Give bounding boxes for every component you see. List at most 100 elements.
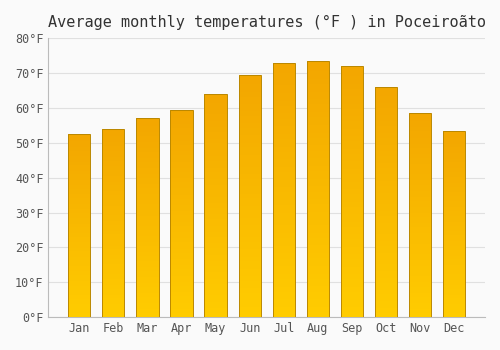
Bar — [306, 274, 329, 276]
Bar — [170, 290, 192, 292]
Bar — [272, 121, 295, 124]
Bar — [409, 221, 431, 223]
Bar — [341, 69, 363, 71]
Bar — [375, 262, 397, 264]
Bar — [375, 250, 397, 253]
Bar — [68, 147, 90, 149]
Bar — [238, 276, 260, 278]
Bar — [272, 111, 295, 113]
Bar — [272, 243, 295, 246]
Bar — [238, 152, 260, 155]
Bar — [204, 174, 227, 176]
Bar — [68, 277, 90, 279]
Bar — [238, 288, 260, 290]
Bar — [102, 253, 124, 255]
Bar — [238, 123, 260, 126]
Bar — [306, 181, 329, 184]
Bar — [102, 249, 124, 251]
Bar — [272, 241, 295, 243]
Bar — [341, 262, 363, 264]
Bar — [238, 126, 260, 128]
Bar — [375, 271, 397, 273]
Bar — [306, 297, 329, 299]
Bar — [238, 135, 260, 138]
Bar — [306, 61, 329, 63]
Bar — [272, 287, 295, 289]
Bar — [136, 218, 158, 220]
Bar — [68, 299, 90, 301]
Bar — [341, 279, 363, 282]
Bar — [306, 179, 329, 181]
Bar — [136, 252, 158, 253]
Bar — [170, 315, 192, 317]
Bar — [443, 272, 465, 274]
Bar — [341, 264, 363, 267]
Bar — [102, 262, 124, 264]
Bar — [443, 315, 465, 317]
Bar — [170, 243, 192, 245]
Bar — [272, 233, 295, 236]
Bar — [68, 143, 90, 145]
Bar — [170, 270, 192, 272]
Bar — [102, 142, 124, 144]
Bar — [170, 172, 192, 174]
Bar — [272, 157, 295, 159]
Bar — [443, 203, 465, 205]
Bar — [170, 187, 192, 189]
Bar — [443, 237, 465, 239]
Bar — [409, 262, 431, 264]
Bar — [341, 91, 363, 94]
Bar — [170, 174, 192, 176]
Bar — [68, 246, 90, 247]
Bar — [306, 150, 329, 153]
Bar — [341, 94, 363, 96]
Bar — [341, 79, 363, 81]
Bar — [170, 180, 192, 182]
Bar — [238, 155, 260, 157]
Bar — [102, 276, 124, 278]
Bar — [272, 177, 295, 180]
Bar — [204, 199, 227, 201]
Bar — [136, 271, 158, 273]
Bar — [341, 71, 363, 74]
Bar — [409, 138, 431, 140]
Bar — [409, 297, 431, 299]
Bar — [170, 311, 192, 313]
Bar — [68, 163, 90, 165]
Bar — [443, 299, 465, 300]
Bar — [102, 129, 124, 317]
Bar — [204, 219, 227, 221]
Bar — [204, 96, 227, 98]
Bar — [409, 191, 431, 193]
Bar — [238, 75, 260, 77]
Bar — [409, 205, 431, 207]
Bar — [341, 191, 363, 194]
Bar — [102, 131, 124, 133]
Bar — [238, 237, 260, 239]
Bar — [68, 134, 90, 317]
Bar — [102, 242, 124, 244]
Bar — [170, 276, 192, 278]
Bar — [204, 110, 227, 112]
Bar — [102, 148, 124, 149]
Bar — [238, 133, 260, 135]
Bar — [204, 255, 227, 257]
Bar — [341, 307, 363, 310]
Bar — [341, 244, 363, 247]
Bar — [443, 230, 465, 231]
Bar — [409, 119, 431, 121]
Bar — [204, 105, 227, 107]
Bar — [443, 168, 465, 170]
Bar — [443, 160, 465, 162]
Bar — [409, 162, 431, 164]
Bar — [272, 85, 295, 88]
Bar — [170, 307, 192, 309]
Bar — [375, 158, 397, 161]
Bar — [272, 70, 295, 73]
Bar — [238, 131, 260, 133]
Bar — [272, 302, 295, 304]
Bar — [306, 289, 329, 292]
Bar — [443, 310, 465, 312]
Bar — [136, 258, 158, 259]
Bar — [68, 266, 90, 268]
